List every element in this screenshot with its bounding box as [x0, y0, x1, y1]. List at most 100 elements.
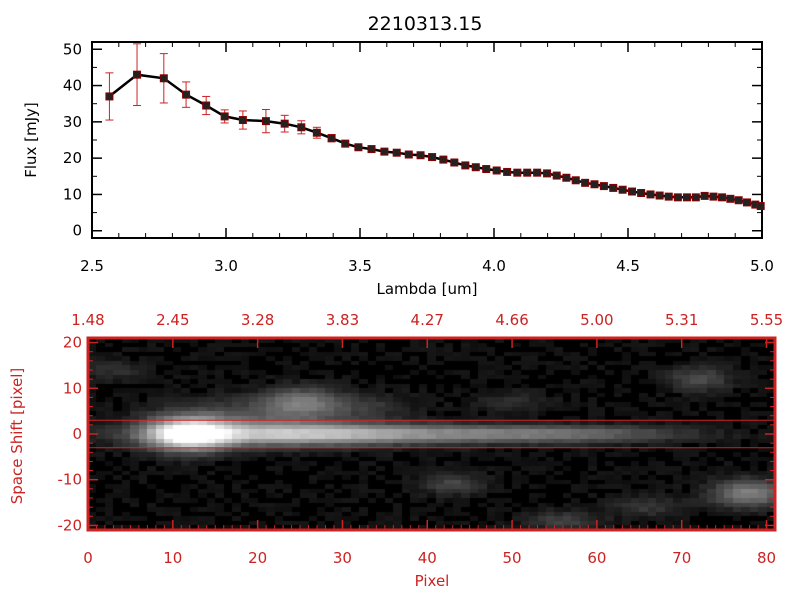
flux-point	[543, 169, 552, 178]
image-x-tick-label: 80	[757, 549, 776, 567]
image-top-tick-label: 5.31	[665, 311, 698, 329]
flux-point	[552, 171, 561, 180]
spectrum-y-tick-label: 10	[63, 185, 82, 203]
flux-point	[742, 198, 751, 207]
image-top-tick-label: 5.00	[580, 311, 613, 329]
flux-point	[297, 123, 306, 132]
flux-point	[590, 180, 599, 189]
image-y-tick-label: 20	[63, 334, 82, 352]
flux-point	[492, 166, 501, 175]
flux-point	[571, 176, 580, 185]
flux-point	[482, 165, 491, 174]
spectrum-y-tick-label: 0	[72, 222, 82, 240]
image-y-tick-label: -20	[58, 516, 83, 534]
spectrum-x-tick-label: 5.0	[750, 257, 774, 275]
spectrum-plot: 2.5 3.0 3.5 4.0 4.5 5.0 0 10 20 30 40 50 Lambda [um…	[22, 40, 774, 298]
spectrum-y-axis-label: Flux [mJy]	[22, 102, 40, 178]
flux-point	[523, 168, 532, 177]
flux-point	[450, 158, 459, 167]
flux-point	[609, 183, 618, 192]
spectrum-x-tick-label: 3.5	[348, 257, 372, 275]
flux-point	[133, 70, 142, 79]
flux-point	[392, 148, 401, 157]
image-top-tick-label: 3.28	[241, 311, 274, 329]
flux-point	[312, 128, 321, 137]
flux-point	[682, 193, 691, 202]
flux-point	[471, 163, 480, 172]
image-y-tick-label: 0	[72, 425, 82, 443]
image-top-tick-label: 1.48	[71, 311, 104, 329]
image-y-tick-label: -10	[58, 471, 83, 489]
flux-point	[220, 112, 229, 121]
spectrum-x-tick-label: 4.5	[616, 257, 640, 275]
extraction-window-lines	[88, 419, 775, 449]
spectrum-plot-frame	[91, 41, 763, 239]
flux-point	[618, 185, 627, 194]
flux-point	[599, 182, 608, 191]
flux-point	[691, 193, 700, 202]
spectrum-x-axis-label: Lambda [um]	[377, 280, 478, 298]
flux-point	[503, 167, 512, 176]
flux-point	[327, 134, 336, 143]
flux-point	[182, 90, 191, 99]
image-x-tick-label: 20	[248, 549, 267, 567]
flux-point	[404, 150, 413, 159]
image-x-tick-label: 60	[587, 549, 606, 567]
flux-point	[416, 151, 425, 160]
flux-point	[533, 168, 542, 177]
image-x-tick-label: 70	[672, 549, 691, 567]
flux-point	[238, 116, 247, 125]
image-x-tick-label: 30	[333, 549, 352, 567]
flux-point	[726, 194, 735, 203]
flux-point	[367, 145, 376, 154]
image-top-tick-label: 5.55	[750, 311, 783, 329]
image-top-tick-label: 4.66	[495, 311, 528, 329]
spectrum-y-tick-label: 50	[63, 40, 82, 58]
flux-point	[354, 143, 363, 152]
flux-point	[380, 147, 389, 156]
spectrum-y-tick-label: 30	[63, 113, 82, 131]
spectrum-plot-series	[105, 43, 765, 211]
flux-point	[159, 74, 168, 83]
flux-point	[700, 191, 709, 200]
spectrum-plot-ticks: 2.5 3.0 3.5 4.0 4.5 5.0 0 10 20 30 40 50	[63, 40, 774, 275]
flux-point	[581, 178, 590, 187]
flux-point	[673, 193, 682, 202]
flux-point	[428, 153, 437, 162]
image-top-tick-label: 4.27	[411, 311, 444, 329]
flux-point	[105, 92, 114, 101]
flux-point	[718, 193, 727, 202]
flux-point	[734, 196, 743, 205]
image-y-tick-label: 10	[63, 379, 82, 397]
spectrum-y-tick-label: 20	[63, 149, 82, 167]
chart-title: 2210313.15	[368, 13, 483, 35]
image-x-axis-label: Pixel	[415, 572, 450, 590]
flux-point	[628, 187, 637, 196]
spectrum-x-tick-label: 2.5	[80, 257, 104, 275]
flux-line	[108, 73, 762, 208]
flux-point	[513, 168, 522, 177]
flux-point	[202, 101, 211, 110]
spectrum-x-tick-label: 4.0	[482, 257, 506, 275]
flux-point	[756, 202, 765, 211]
image-x-tick-label: 10	[163, 549, 182, 567]
flux-point	[261, 117, 270, 126]
flux-point	[461, 161, 470, 170]
spectral-image-ticks: 0 10 20 30 40 50 60 70 80 1.48 2.45 3.28 3.83 4.27 4.6…	[58, 311, 784, 567]
image-top-tick-label: 2.45	[156, 311, 189, 329]
spectral-image-pixels	[88, 338, 775, 530]
spectrum-y-tick-label: 40	[63, 77, 82, 95]
image-x-tick-label: 50	[503, 549, 522, 567]
image-x-tick-label: 40	[418, 549, 437, 567]
flux-point	[439, 155, 448, 164]
flux-point	[646, 190, 655, 199]
image-x-tick-label: 0	[83, 549, 93, 567]
flux-point	[341, 139, 350, 148]
spectrum-x-tick-label: 3.0	[214, 257, 238, 275]
image-y-axis-label: Space Shift [pixel]	[8, 368, 26, 505]
spectral-image: 0 10 20 30 40 50 60 70 80 1.48 2.45 3.28 3.83 4.27 4.6…	[8, 311, 783, 590]
flux-point	[655, 191, 664, 200]
flux-point	[709, 192, 718, 201]
image-top-tick-label: 3.83	[326, 311, 359, 329]
